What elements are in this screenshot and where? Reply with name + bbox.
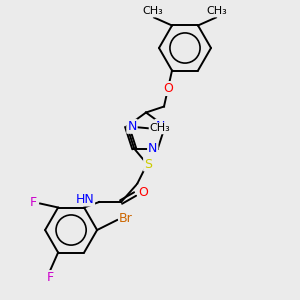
Text: S: S bbox=[144, 158, 152, 170]
Text: CH₃: CH₃ bbox=[207, 7, 227, 16]
Text: O: O bbox=[163, 82, 173, 95]
Text: N: N bbox=[155, 120, 165, 133]
Text: CH₃: CH₃ bbox=[150, 123, 170, 133]
Text: CH₃: CH₃ bbox=[142, 7, 164, 16]
Text: F: F bbox=[29, 196, 37, 209]
Text: N: N bbox=[127, 120, 137, 133]
Text: F: F bbox=[46, 271, 54, 284]
Text: N: N bbox=[148, 142, 158, 155]
Text: O: O bbox=[138, 185, 148, 199]
Text: Br: Br bbox=[119, 212, 133, 224]
Text: HN: HN bbox=[75, 193, 94, 206]
